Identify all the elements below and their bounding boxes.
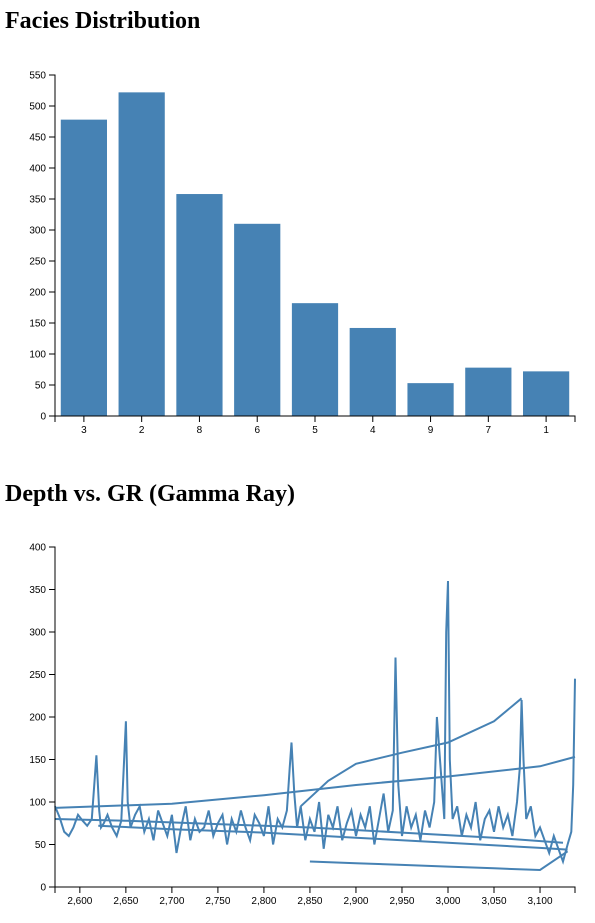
y-tick-label: 150 <box>29 319 46 330</box>
y-tick-label: 350 <box>29 585 46 596</box>
gr-line-series-0 <box>54 580 576 865</box>
x-tick-label: 9 <box>428 425 434 436</box>
bar-7 <box>465 367 512 416</box>
y-tick-label: 400 <box>29 164 46 175</box>
x-tick-label: 6 <box>254 425 260 436</box>
x-tick-label: 3,050 <box>481 896 506 907</box>
gr-line-series-5 <box>309 850 569 872</box>
facies-chart-title: Facies Distribution <box>5 8 201 34</box>
bar-9 <box>407 383 454 416</box>
x-tick-label: 1 <box>543 425 549 436</box>
y-tick-label: 0 <box>40 883 46 894</box>
x-tick-label: 3 <box>81 425 87 436</box>
x-tick-label: 2,700 <box>159 896 184 907</box>
x-tick-label: 2,650 <box>113 896 138 907</box>
y-axis: 0 50 100 150 200 250 300 350 400 <box>29 543 56 894</box>
x-tick-label: 3,100 <box>528 896 553 907</box>
y-tick-label: 100 <box>29 798 46 809</box>
gr-line-series-4 <box>98 824 568 851</box>
y-tick-label: 50 <box>35 381 47 392</box>
y-tick-label: 350 <box>29 195 46 206</box>
y-tick-label: 250 <box>29 257 46 268</box>
bar-2 <box>118 92 165 417</box>
x-axis-line <box>54 886 576 893</box>
x-tick-label: 2,750 <box>205 896 230 907</box>
y-tick-label: 200 <box>29 288 46 299</box>
x-tick-label: 2,900 <box>343 896 368 907</box>
x-tick-label: 2 <box>139 425 145 436</box>
y-tick-label: 300 <box>29 226 46 237</box>
gr-line-series-2 <box>300 697 523 808</box>
facies-bar-chart: 0 50 100 150 200 250 300 350 400 450 500 550 3 2 8 6 5 4… <box>29 71 576 436</box>
x-tick-label: 2,950 <box>389 896 414 907</box>
y-tick-label: 50 <box>35 840 47 851</box>
gr-line-series-3 <box>54 818 564 844</box>
y-tick-label: 500 <box>29 102 46 113</box>
x-tick-label: 7 <box>486 425 492 436</box>
y-tick-label: 150 <box>29 755 46 766</box>
x-tick-label: 8 <box>197 425 203 436</box>
gr-line-series-1 <box>54 755 576 809</box>
x-tick-label: 5 <box>312 425 318 436</box>
y-axis: 0 50 100 150 200 250 300 350 400 450 500 550 <box>29 71 56 423</box>
x-tick-label: 2,850 <box>297 896 322 907</box>
bar-8 <box>176 194 223 416</box>
y-tick-label: 450 <box>29 133 46 144</box>
bars-group <box>60 92 570 417</box>
y-tick-label: 100 <box>29 350 46 361</box>
x-axis: 3 2 8 6 5 4 9 7 1 <box>54 415 576 436</box>
depth-chart-title: Depth vs. GR (Gamma Ray) <box>5 481 295 507</box>
bar-6 <box>234 223 281 416</box>
x-tick-label: 4 <box>370 425 376 436</box>
y-tick-label: 300 <box>29 628 46 639</box>
y-axis-line <box>49 74 56 417</box>
depth-gr-line-chart: 0 50 100 150 200 250 300 350 400 2,600 2,650 2,700… <box>29 543 576 907</box>
bar-4 <box>349 327 396 416</box>
y-tick-label: 250 <box>29 670 46 681</box>
y-tick-label: 200 <box>29 713 46 724</box>
bar-5 <box>291 303 339 416</box>
bar-3 <box>60 119 107 416</box>
bar-1 <box>523 371 570 416</box>
x-axis: 2,600 2,650 2,700 2,750 2,800 2,850 2,900 2,950… <box>54 886 576 907</box>
x-tick-label: 3,000 <box>435 896 460 907</box>
y-tick-label: 400 <box>29 543 46 554</box>
y-tick-label: 0 <box>40 412 46 423</box>
y-tick-label: 550 <box>29 71 46 82</box>
lines-group <box>54 580 576 872</box>
x-tick-label: 2,600 <box>67 896 92 907</box>
x-tick-label: 2,800 <box>251 896 276 907</box>
